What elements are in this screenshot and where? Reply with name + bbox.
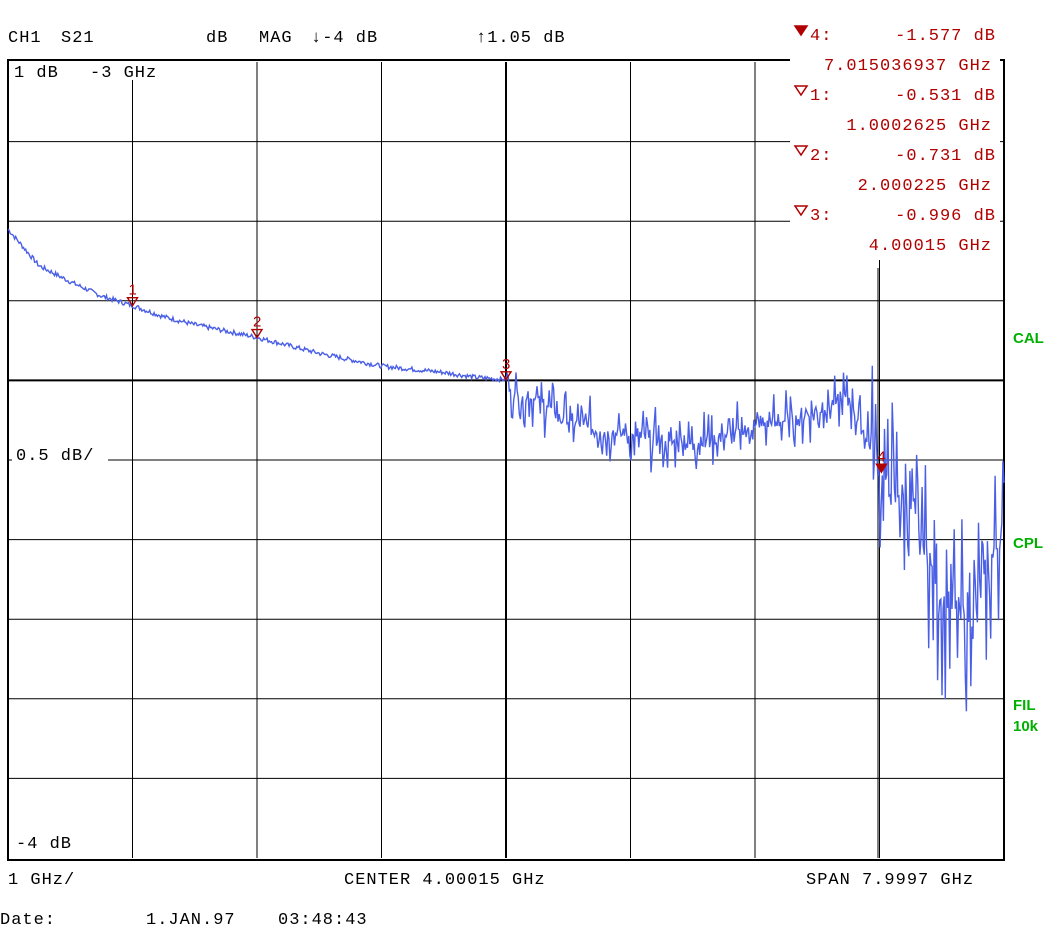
scale-per-div: 0.5 dB/ xyxy=(16,447,94,466)
trace-markers: 1 2 3 4 xyxy=(126,282,888,474)
readout-marker-1-value: -0.531 dB xyxy=(895,87,996,106)
readout-marker-3-value: -0.996 dB xyxy=(895,207,996,226)
readout-marker-1-label: 1: xyxy=(810,87,832,106)
readout-marker-4-label: 4: xyxy=(810,27,832,46)
reference-level: ↓-4 dB xyxy=(311,29,378,48)
marker-readout: 4: -1.577 dB 7.015036937 GHz 1: -0.531 dB 1.0… xyxy=(793,25,996,256)
filter-indicator: FIL xyxy=(1013,697,1036,714)
marker-3-number: 3 xyxy=(502,356,510,373)
top-left-scale: 1 dB xyxy=(14,64,59,83)
marker-4-number: 4 xyxy=(877,448,885,465)
marker-4-triangle xyxy=(875,463,888,474)
marker-1-number: 1 xyxy=(129,282,137,299)
center-frequency: CENTER 4.00015 GHz xyxy=(344,871,546,890)
parameter-label: S21 xyxy=(61,29,95,48)
per-div-label-bg xyxy=(12,446,108,464)
unit-label: dB xyxy=(206,29,228,48)
marker-3-triangle xyxy=(499,371,513,382)
readout-marker-2-value: -0.731 dB xyxy=(895,147,996,166)
span-frequency: SPAN 7.9997 GHz xyxy=(806,871,974,890)
readout-marker-2-icon xyxy=(793,145,809,157)
readout-marker-2-label: 2: xyxy=(810,147,832,166)
readout-marker-1-freq: 1.0002625 GHz xyxy=(846,117,992,136)
readout-marker-3-freq: 4.00015 GHz xyxy=(869,237,992,256)
readout-marker-4-icon xyxy=(793,25,809,37)
filter-bandwidth: 10k xyxy=(1013,718,1039,735)
cpl-indicator: CPL xyxy=(1013,535,1043,552)
readout-marker-4-value: -1.577 dB xyxy=(895,27,996,46)
readout-marker-3-icon xyxy=(793,205,809,217)
cal-indicator: CAL xyxy=(1013,330,1044,347)
bottom-scale: -4 dB xyxy=(16,835,72,854)
readout-marker-4-freq: 7.015036937 GHz xyxy=(824,57,992,76)
channel-label: CH1 xyxy=(8,29,42,48)
date-value: 1.JAN.97 xyxy=(146,911,236,930)
readout-marker-1-icon xyxy=(793,85,809,97)
marker-readout-bg xyxy=(790,22,1000,260)
x-per-div: 1 GHz/ xyxy=(8,871,75,890)
readout-marker-2-freq: 2.000225 GHz xyxy=(858,177,992,196)
time-value: 03:48:43 xyxy=(278,911,368,930)
top-level: ↑1.05 dB xyxy=(476,29,566,48)
marker-2-number: 2 xyxy=(253,314,261,331)
date-label: Date: xyxy=(0,911,56,930)
marker-2-triangle xyxy=(250,328,264,339)
marker-1-triangle xyxy=(126,297,139,308)
format-label: MAG xyxy=(259,29,293,48)
scale-label-bg xyxy=(12,62,170,80)
readout-marker-3-label: 3: xyxy=(810,207,832,226)
bottom-label-bg xyxy=(12,832,92,850)
top-left-freq: -3 GHz xyxy=(90,64,157,83)
